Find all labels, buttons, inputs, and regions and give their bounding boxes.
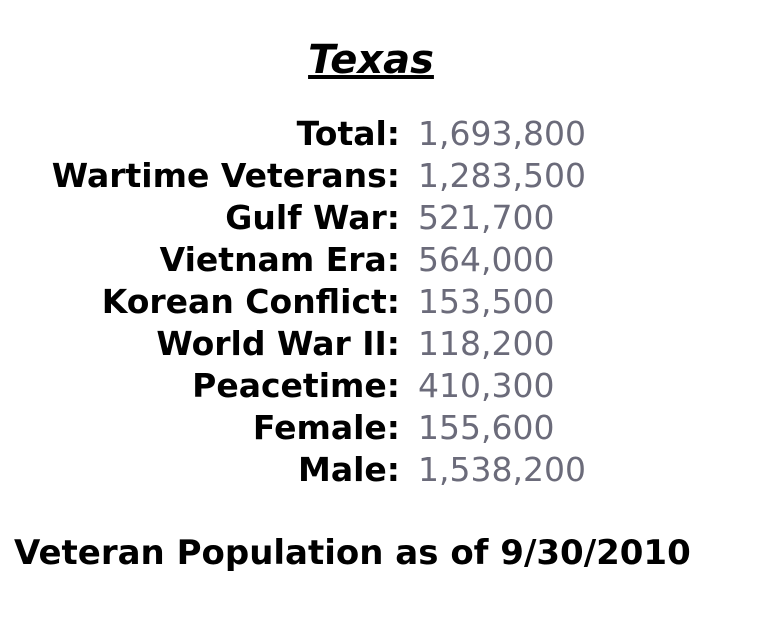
- stat-value: 1,693,800: [418, 114, 586, 153]
- stat-row-male: Male: 1,538,200: [0, 449, 776, 491]
- stat-label: Korean Conflict:: [101, 282, 400, 321]
- stat-row-korean: Korean Conflict: 153,500: [0, 281, 776, 323]
- stat-row-wwii: World War II: 118,200: [0, 323, 776, 365]
- stat-label: Wartime Veterans:: [51, 156, 400, 195]
- stat-label: Vietnam Era:: [159, 240, 400, 279]
- stat-label: Female:: [252, 408, 400, 447]
- stat-value: 153,500: [418, 282, 555, 321]
- footer-caption: Veteran Population as of 9/30/2010: [14, 533, 691, 573]
- stats-list: Total: 1,693,800 Wartime Veterans: 1,283…: [0, 113, 776, 491]
- stat-value: 521,700: [418, 198, 555, 237]
- stat-row-vietnam: Vietnam Era: 564,000: [0, 239, 776, 281]
- stat-label: World War II:: [156, 324, 400, 363]
- state-title: Texas: [308, 37, 434, 83]
- stat-value: 155,600: [418, 408, 555, 447]
- stat-label: Gulf War:: [225, 198, 400, 237]
- stat-label: Total:: [296, 114, 400, 153]
- stat-row-total: Total: 1,693,800: [0, 113, 776, 155]
- stat-value: 564,000: [418, 240, 555, 279]
- stat-row-gulf-war: Gulf War: 521,700: [0, 197, 776, 239]
- stat-value: 1,283,500: [418, 156, 586, 195]
- stat-value: 118,200: [418, 324, 555, 363]
- stat-row-peacetime: Peacetime: 410,300: [0, 365, 776, 407]
- stat-value: 1,538,200: [418, 450, 586, 489]
- stat-row-wartime: Wartime Veterans: 1,283,500: [0, 155, 776, 197]
- stat-value: 410,300: [418, 366, 555, 405]
- stat-label: Peacetime:: [192, 366, 400, 405]
- stat-row-female: Female: 155,600: [0, 407, 776, 449]
- stat-label: Male:: [298, 450, 400, 489]
